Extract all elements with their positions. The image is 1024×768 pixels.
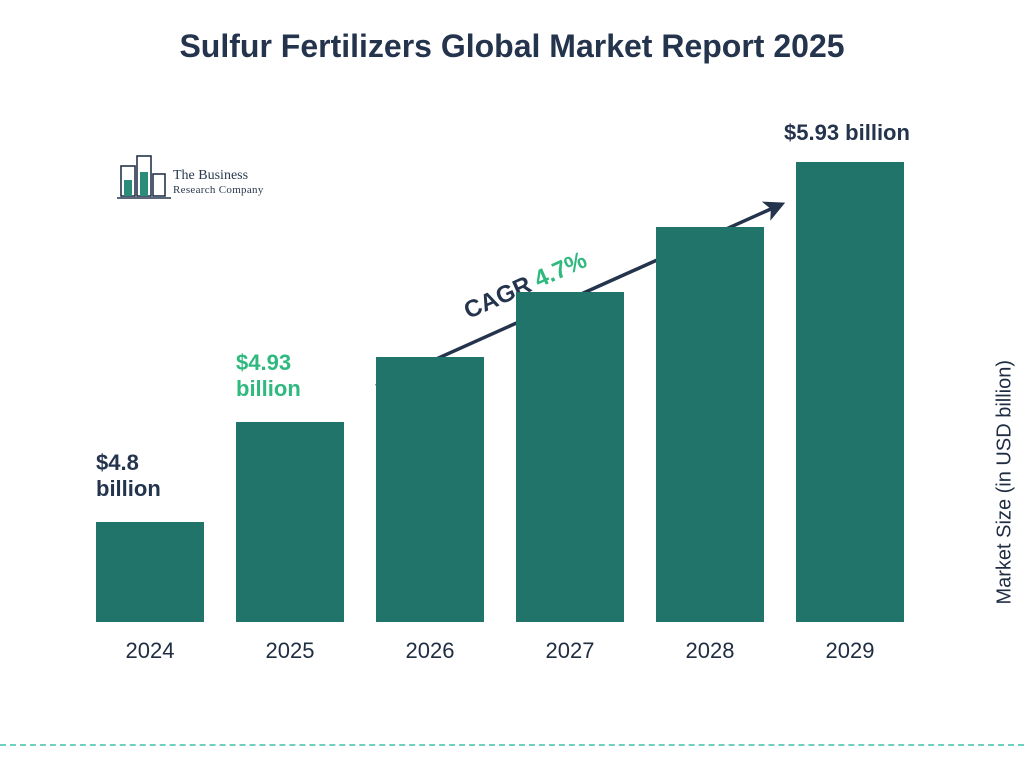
bar-chart: CAGR4.7% 202420252026202720282029$4.8bil… — [90, 170, 930, 670]
bar — [96, 522, 204, 622]
x-axis-label: 2029 — [796, 638, 904, 664]
page: { "title": "Sulfur Fertilizers Global Ma… — [0, 0, 1024, 768]
y-axis-label: Market Size (in USD billion) — [994, 360, 1017, 605]
bar — [796, 162, 904, 622]
bar — [656, 227, 764, 622]
bar — [516, 292, 624, 622]
bar — [236, 422, 344, 622]
bar — [376, 357, 484, 622]
x-axis-label: 2024 — [96, 638, 204, 664]
footer-divider — [0, 744, 1024, 746]
value-label: $4.8billion — [96, 450, 236, 502]
chart-title: Sulfur Fertilizers Global Market Report … — [0, 28, 1024, 65]
x-axis-label: 2028 — [656, 638, 764, 664]
value-label: $4.93billion — [236, 350, 376, 402]
value-label: $5.93 billion — [784, 120, 954, 146]
x-axis-label: 2026 — [376, 638, 484, 664]
x-axis-label: 2027 — [516, 638, 624, 664]
x-axis-label: 2025 — [236, 638, 344, 664]
